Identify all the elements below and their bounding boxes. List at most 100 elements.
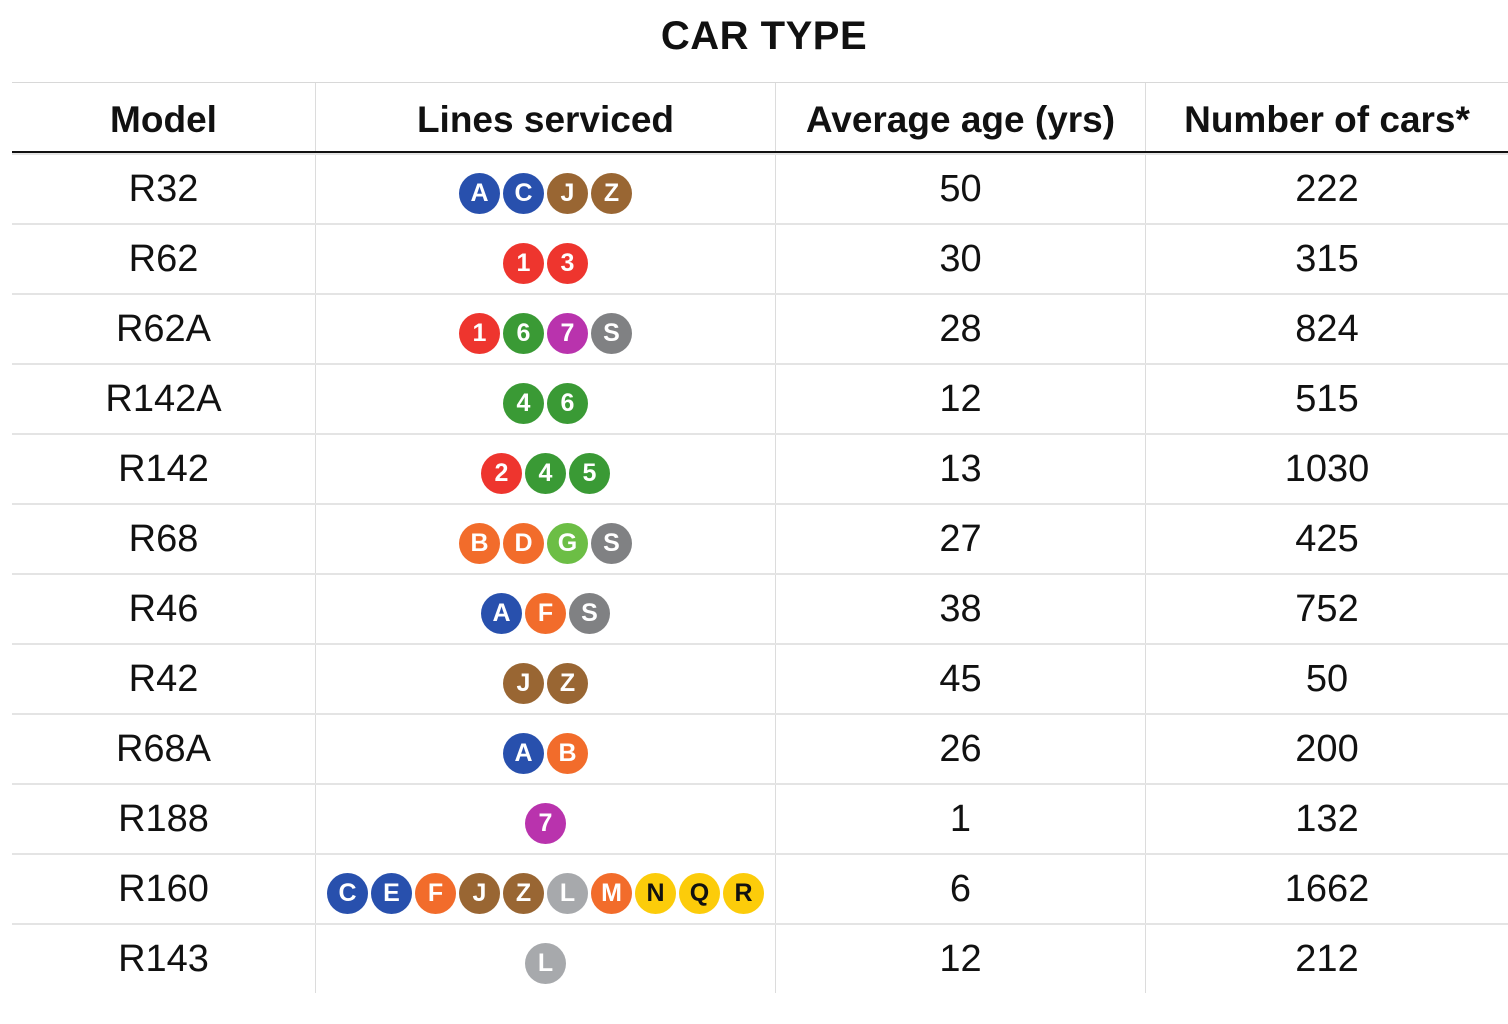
line-bullet-l: L — [547, 872, 588, 914]
model-cell: R68A — [115, 727, 212, 770]
header-average-age: Average age (yrs) — [775, 83, 1145, 151]
model-cell: R142A — [105, 377, 222, 420]
number-of-cars-cell: 222 — [1145, 155, 1508, 223]
line-bullet-6: 6 — [547, 382, 588, 424]
line-bullet-a: A — [459, 172, 500, 214]
line-bullet-d: D — [503, 522, 544, 564]
line-bullet-s: S — [591, 312, 632, 354]
header-number-of-cars: Number of cars* — [1145, 83, 1508, 151]
number-of-cars-cell: 425 — [1145, 505, 1508, 573]
table-row: R62A 1 6 7 S 28 824 — [12, 293, 1508, 363]
table-row: R143 L 12 212 — [12, 923, 1508, 993]
line-bullet-j: J — [503, 662, 544, 704]
line-bullet-g: G — [547, 522, 588, 564]
table-row: R188 7 1 132 — [12, 783, 1508, 853]
line-bullet-1: 1 — [459, 312, 500, 354]
average-age-cell: 12 — [775, 365, 1145, 433]
number-of-cars-cell: 824 — [1145, 295, 1508, 363]
line-bullet-b: B — [547, 732, 588, 774]
model-cell: R160 — [118, 867, 209, 910]
line-bullet-a: A — [481, 592, 522, 634]
number-of-cars-cell: 315 — [1145, 225, 1508, 293]
table-row: R142 2 4 5 13 1030 — [12, 433, 1508, 503]
number-of-cars-cell: 50 — [1145, 645, 1508, 713]
header-row: Model Lines serviced Average age (yrs) N… — [12, 82, 1508, 153]
line-bullet-z: Z — [591, 172, 632, 214]
line-bullet-j: J — [459, 872, 500, 914]
model-cell: R143 — [118, 937, 209, 980]
line-bullet-6: 6 — [503, 312, 544, 354]
line-bullet-m: M — [591, 872, 632, 914]
number-of-cars-cell: 1662 — [1145, 855, 1508, 923]
average-age-cell: 38 — [775, 575, 1145, 643]
line-bullet-4: 4 — [525, 452, 566, 494]
average-age-cell: 30 — [775, 225, 1145, 293]
number-of-cars-cell: 515 — [1145, 365, 1508, 433]
average-age-cell: 1 — [775, 785, 1145, 853]
line-bullet-2: 2 — [481, 452, 522, 494]
line-bullet-n: N — [635, 872, 676, 914]
line-bullet-r: R — [723, 872, 764, 914]
header-lines-serviced: Lines serviced — [315, 83, 775, 151]
average-age-cell: 13 — [775, 435, 1145, 503]
line-bullet-7: 7 — [547, 312, 588, 354]
line-bullet-f: F — [415, 872, 456, 914]
table-row: R62 1 3 30 315 — [12, 223, 1508, 293]
lines-cell: L — [315, 925, 775, 993]
model-cell: R46 — [128, 587, 199, 630]
car-type-table: Model Lines serviced Average age (yrs) N… — [12, 82, 1508, 993]
line-bullet-b: B — [459, 522, 500, 564]
average-age-cell: 26 — [775, 715, 1145, 783]
lines-cell: 7 — [315, 785, 775, 853]
average-age-cell: 6 — [775, 855, 1145, 923]
number-of-cars-cell: 132 — [1145, 785, 1508, 853]
model-cell: R62 — [128, 237, 199, 280]
number-of-cars-cell: 212 — [1145, 925, 1508, 993]
table-row: R68A A B 26 200 — [12, 713, 1508, 783]
line-bullet-5: 5 — [569, 452, 610, 494]
average-age-cell: 45 — [775, 645, 1145, 713]
line-bullet-c: C — [503, 172, 544, 214]
number-of-cars-cell: 200 — [1145, 715, 1508, 783]
line-bullet-4: 4 — [503, 382, 544, 424]
line-bullet-z: Z — [547, 662, 588, 704]
table-row: R32 A C J Z 50 222 — [12, 153, 1508, 223]
number-of-cars-cell: 1030 — [1145, 435, 1508, 503]
header-model: Model — [110, 99, 217, 140]
line-bullet-f: F — [525, 592, 566, 634]
line-bullet-l: L — [525, 942, 566, 984]
table-body: R32 A C J Z 50 222 R62 1 3 30 315 R62A 1 6 7 S 28 824 R142A… — [12, 153, 1508, 993]
table-row: R68 B D G S 27 425 — [12, 503, 1508, 573]
line-bullet-e: E — [371, 872, 412, 914]
table-row: R42 J Z 45 50 — [12, 643, 1508, 713]
average-age-cell: 12 — [775, 925, 1145, 993]
average-age-cell: 50 — [775, 155, 1145, 223]
line-bullet-z: Z — [503, 872, 544, 914]
model-cell: R142 — [118, 447, 209, 490]
line-bullet-q: Q — [679, 872, 720, 914]
average-age-cell: 27 — [775, 505, 1145, 573]
model-cell: R188 — [118, 797, 209, 840]
model-cell: R62A — [115, 307, 212, 350]
line-bullet-3: 3 — [547, 242, 588, 284]
line-bullet-j: J — [547, 172, 588, 214]
model-cell: R68 — [128, 517, 199, 560]
